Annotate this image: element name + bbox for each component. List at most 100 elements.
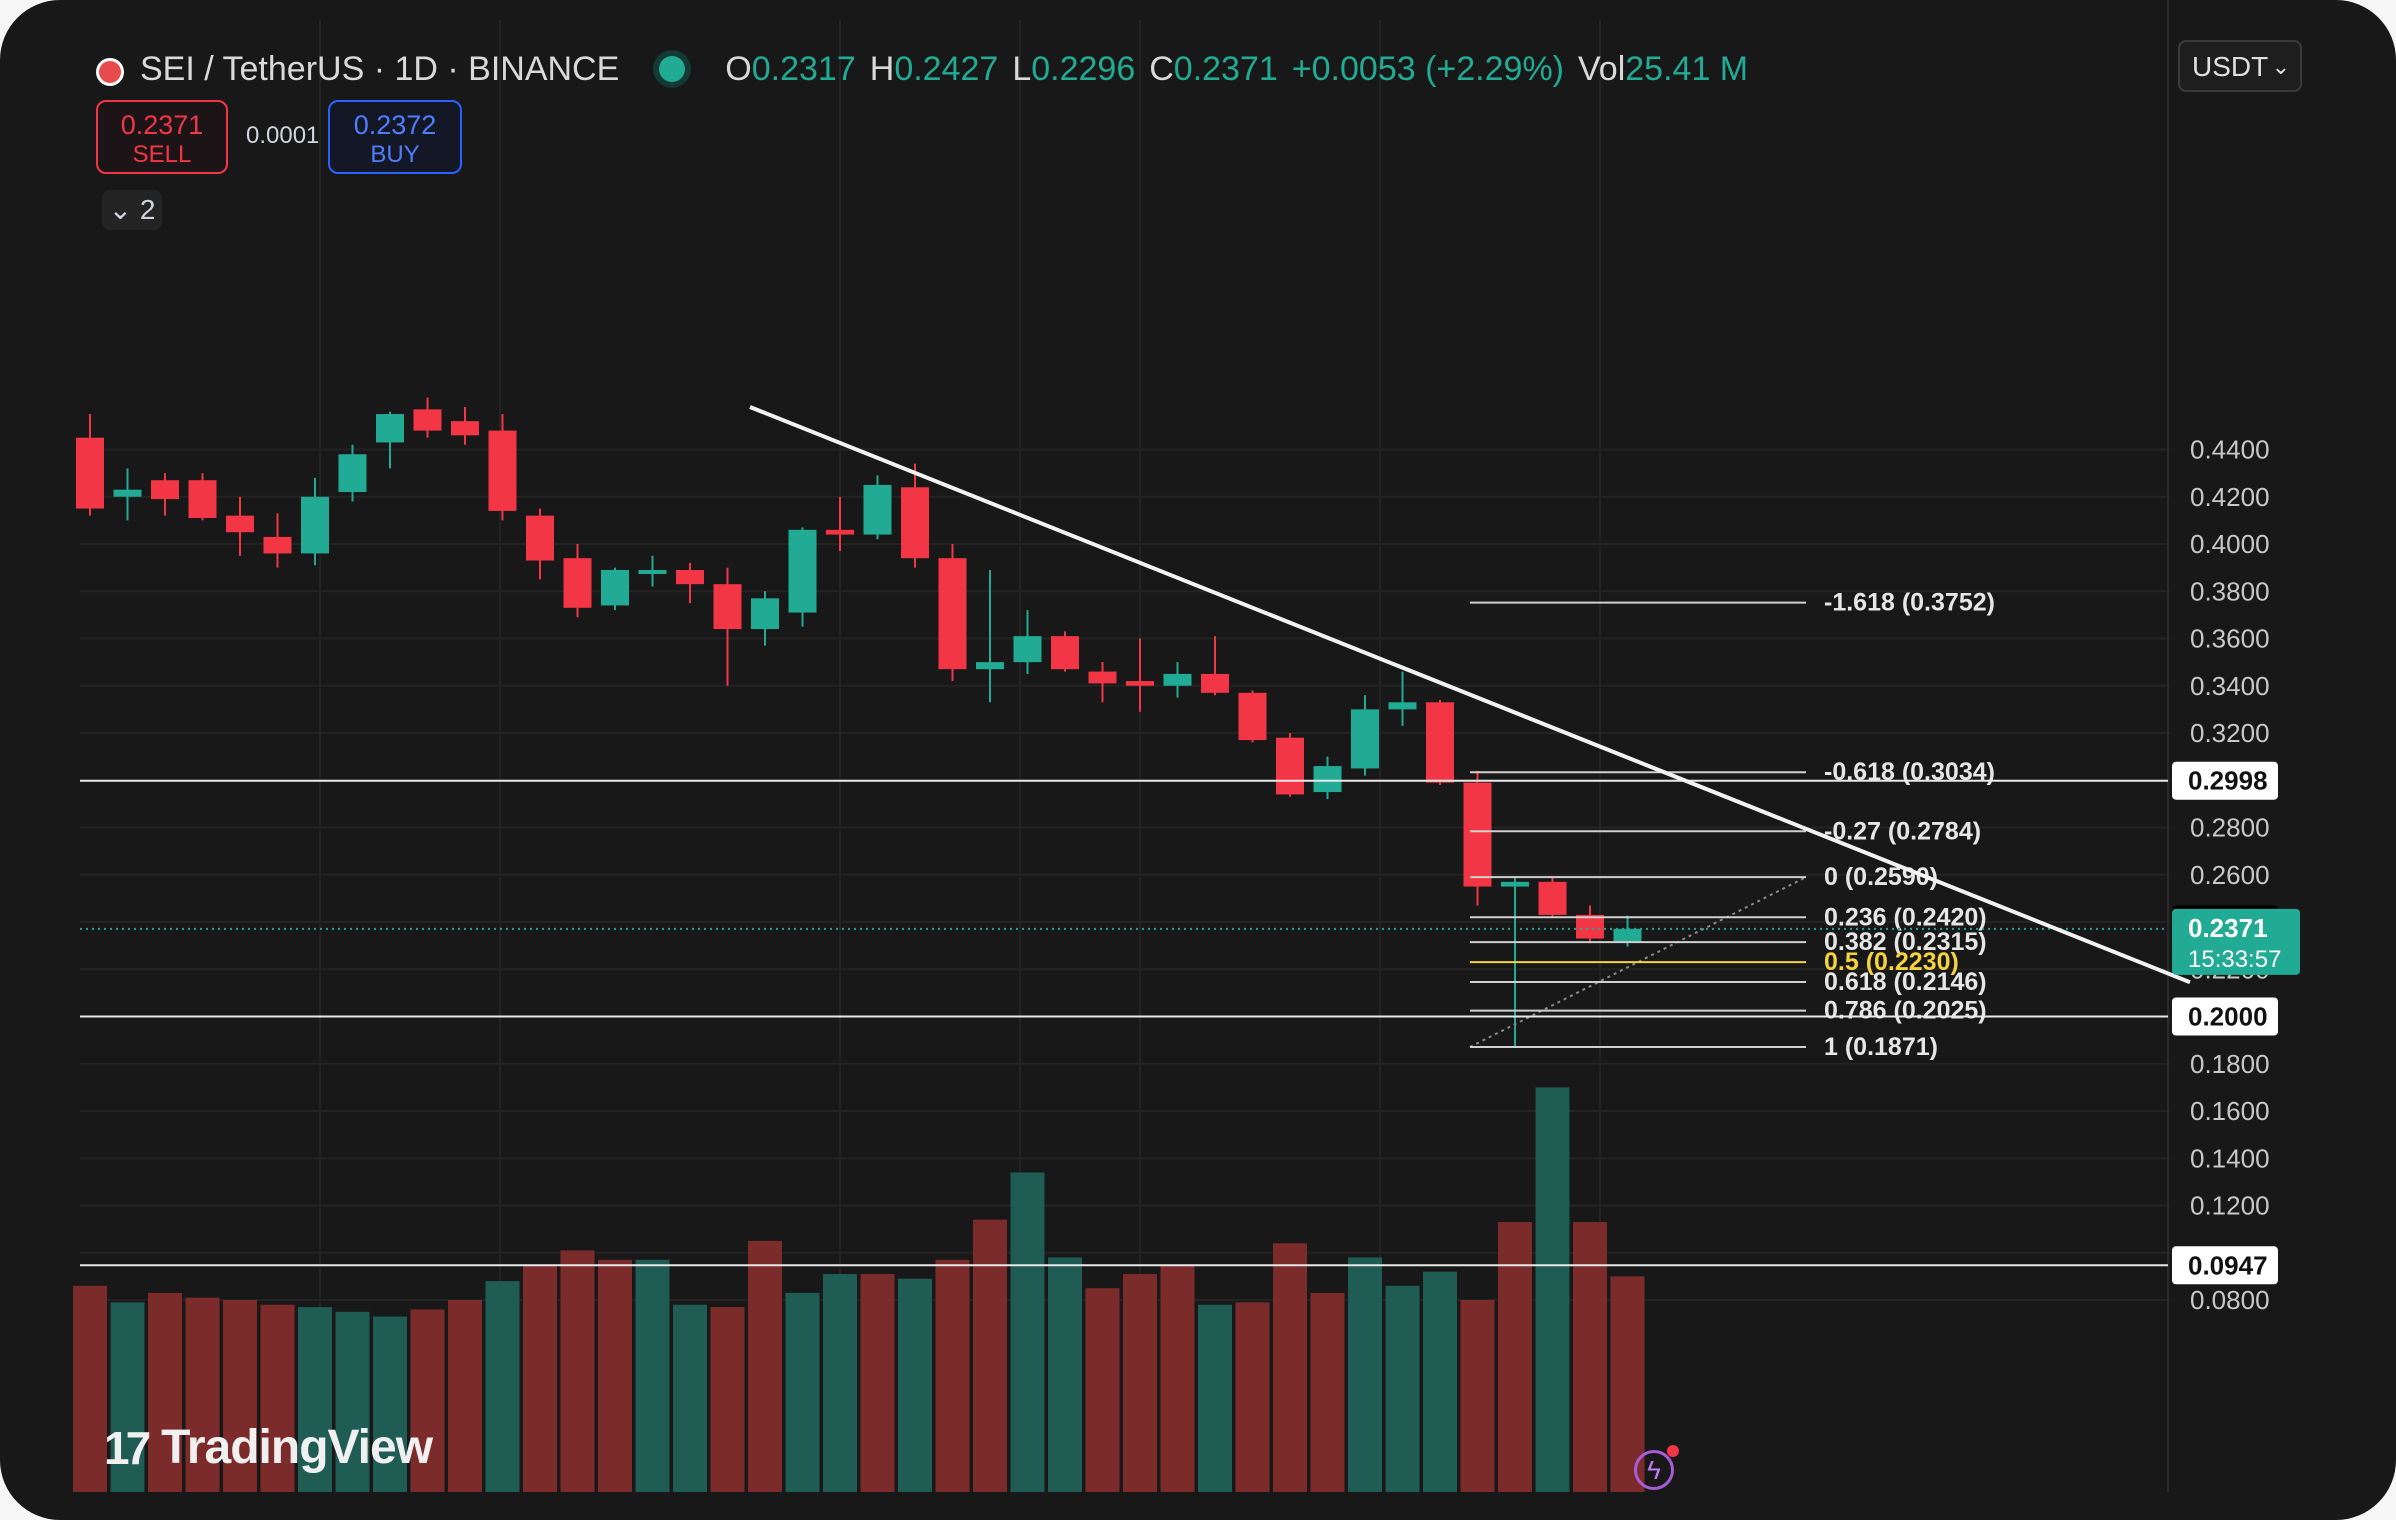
volume-bar: [523, 1264, 557, 1492]
fib-level-label: 0.5 (0.2230): [1824, 948, 1959, 976]
candle-body: [113, 489, 142, 497]
price-tick-label: 0.3400: [2190, 671, 2270, 701]
candle-body: [713, 584, 742, 630]
candle-body: [1088, 671, 1117, 684]
high-value: 0.2427: [894, 49, 999, 88]
volume-bar: [560, 1250, 595, 1492]
volume-bar: [1235, 1302, 1270, 1492]
currency-select[interactable]: USDT ⌄: [2178, 40, 2302, 92]
volume-bar: [73, 1285, 107, 1492]
candle-body: [1501, 881, 1529, 887]
volume-bar: [635, 1259, 670, 1492]
high-label: H: [869, 49, 895, 88]
price-level-tag: [2172, 1246, 2278, 1285]
buy-price: 0.2372: [353, 110, 437, 140]
price-level-tag: [2172, 997, 2278, 1036]
candle-body: [1126, 681, 1154, 686]
bar-countdown-label: 15:33:57: [2188, 946, 2281, 973]
grid: [80, 0, 2170, 1492]
price-tick-label: 0.4400: [2190, 435, 2270, 465]
fib-level-label: 0.786 (0.2025): [1824, 997, 1987, 1025]
volume-bar: [1498, 1222, 1532, 1492]
fib-level-label: 0.618 (0.2146): [1824, 968, 1987, 996]
volume-bar: [1423, 1271, 1457, 1492]
price-tick-label: 0.2800: [2190, 813, 2270, 843]
candle-body: [938, 558, 967, 670]
horizontal-levels: [80, 779, 2168, 1267]
buy-button[interactable]: 0.2372 BUY: [328, 100, 462, 174]
candle-body: [526, 515, 554, 561]
indicators-toggle-button[interactable]: ⌄ 2: [102, 190, 162, 230]
volume-bar: [1273, 1243, 1307, 1492]
fib-level-label: 0 (0.2590): [1824, 863, 1938, 891]
volume-bar: [1385, 1285, 1420, 1492]
volume-bar: [1573, 1222, 1607, 1492]
candle-body: [1388, 702, 1417, 710]
candle-body: [1613, 928, 1642, 942]
price-level-tag-label: 0.2000: [2188, 1002, 2268, 1032]
open-value: 0.2317: [751, 49, 856, 88]
volume-bars: [73, 1087, 1645, 1492]
chevron-down-icon: ⌄: [108, 194, 133, 225]
volume-bar: [410, 1309, 445, 1492]
volume-bar: [1460, 1300, 1495, 1492]
trendline-segment: [749, 405, 2191, 985]
volume-bar: [935, 1259, 970, 1492]
current-price-tag: [2172, 908, 2300, 975]
volume-bar: [898, 1278, 932, 1492]
volume-bar: [860, 1274, 895, 1492]
candle-body: [1201, 673, 1229, 693]
candle-body: [1576, 914, 1604, 939]
price-tick-label: 0.0800: [2190, 1285, 2270, 1315]
candle-body: [1463, 782, 1492, 887]
candle-body: [1313, 766, 1342, 793]
price-level-tag-label: 0.0947: [2188, 1250, 2268, 1280]
buy-label: BUY: [370, 141, 420, 168]
spread-value: 0.0001: [246, 122, 320, 149]
candle-body: [901, 487, 929, 559]
candle-body: [601, 569, 629, 606]
candle-body: [976, 662, 1004, 670]
candle-body: [1276, 737, 1304, 795]
volume-bar: [1160, 1264, 1195, 1492]
volume-bar: [748, 1240, 782, 1492]
candle-body: [1051, 636, 1079, 670]
volume-bar: [1123, 1274, 1157, 1492]
candle-body: [1163, 673, 1192, 686]
price-tick-label: 0.1800: [2190, 1049, 2270, 1079]
price-tick-label: 0.1600: [2190, 1096, 2270, 1126]
candle-body: [188, 480, 217, 519]
candle-body: [263, 536, 292, 554]
close-value: 0.2371: [1173, 49, 1278, 88]
symbol-title[interactable]: SEI / TetherUS · 1D · BINANCE: [140, 49, 620, 88]
volume-bar: [598, 1259, 632, 1492]
sell-button[interactable]: 0.2371 SELL: [96, 100, 228, 174]
candle-body: [638, 569, 667, 574]
sell-price: 0.2371: [120, 110, 204, 140]
candle-body: [751, 598, 779, 630]
volume-bar: [298, 1307, 332, 1492]
price-tick-label: 0.1200: [2190, 1191, 2270, 1221]
volume-bar: [110, 1302, 145, 1492]
tradingview-mark-icon: 17: [104, 1421, 151, 1474]
candle-body: [1013, 636, 1042, 663]
candle-body: [788, 529, 817, 613]
current-price-label: 0.2371: [2188, 913, 2268, 943]
fib-level-label: -0.27 (0.2784): [1824, 817, 1981, 845]
price-tick-label: 0.4200: [2190, 482, 2270, 512]
volume-bar: [823, 1274, 857, 1492]
volume-bar: [1535, 1087, 1570, 1492]
sell-label: SELL: [132, 141, 192, 168]
price-tick-label: 0.2600: [2190, 860, 2270, 890]
lightning-icon[interactable]: ϟ: [1634, 1445, 1679, 1490]
fib-level-label: -0.618 (0.3034): [1824, 758, 1995, 786]
change-value: +0.0053 (+2.29%): [1291, 49, 1564, 88]
price-level-tag-label: 0.2998: [2188, 766, 2268, 796]
candle-body: [1351, 709, 1379, 769]
candle-body: [301, 496, 329, 554]
notification-dot: [1667, 1445, 1679, 1457]
volume-bar: [335, 1311, 370, 1492]
volume-bar: [1048, 1257, 1082, 1492]
